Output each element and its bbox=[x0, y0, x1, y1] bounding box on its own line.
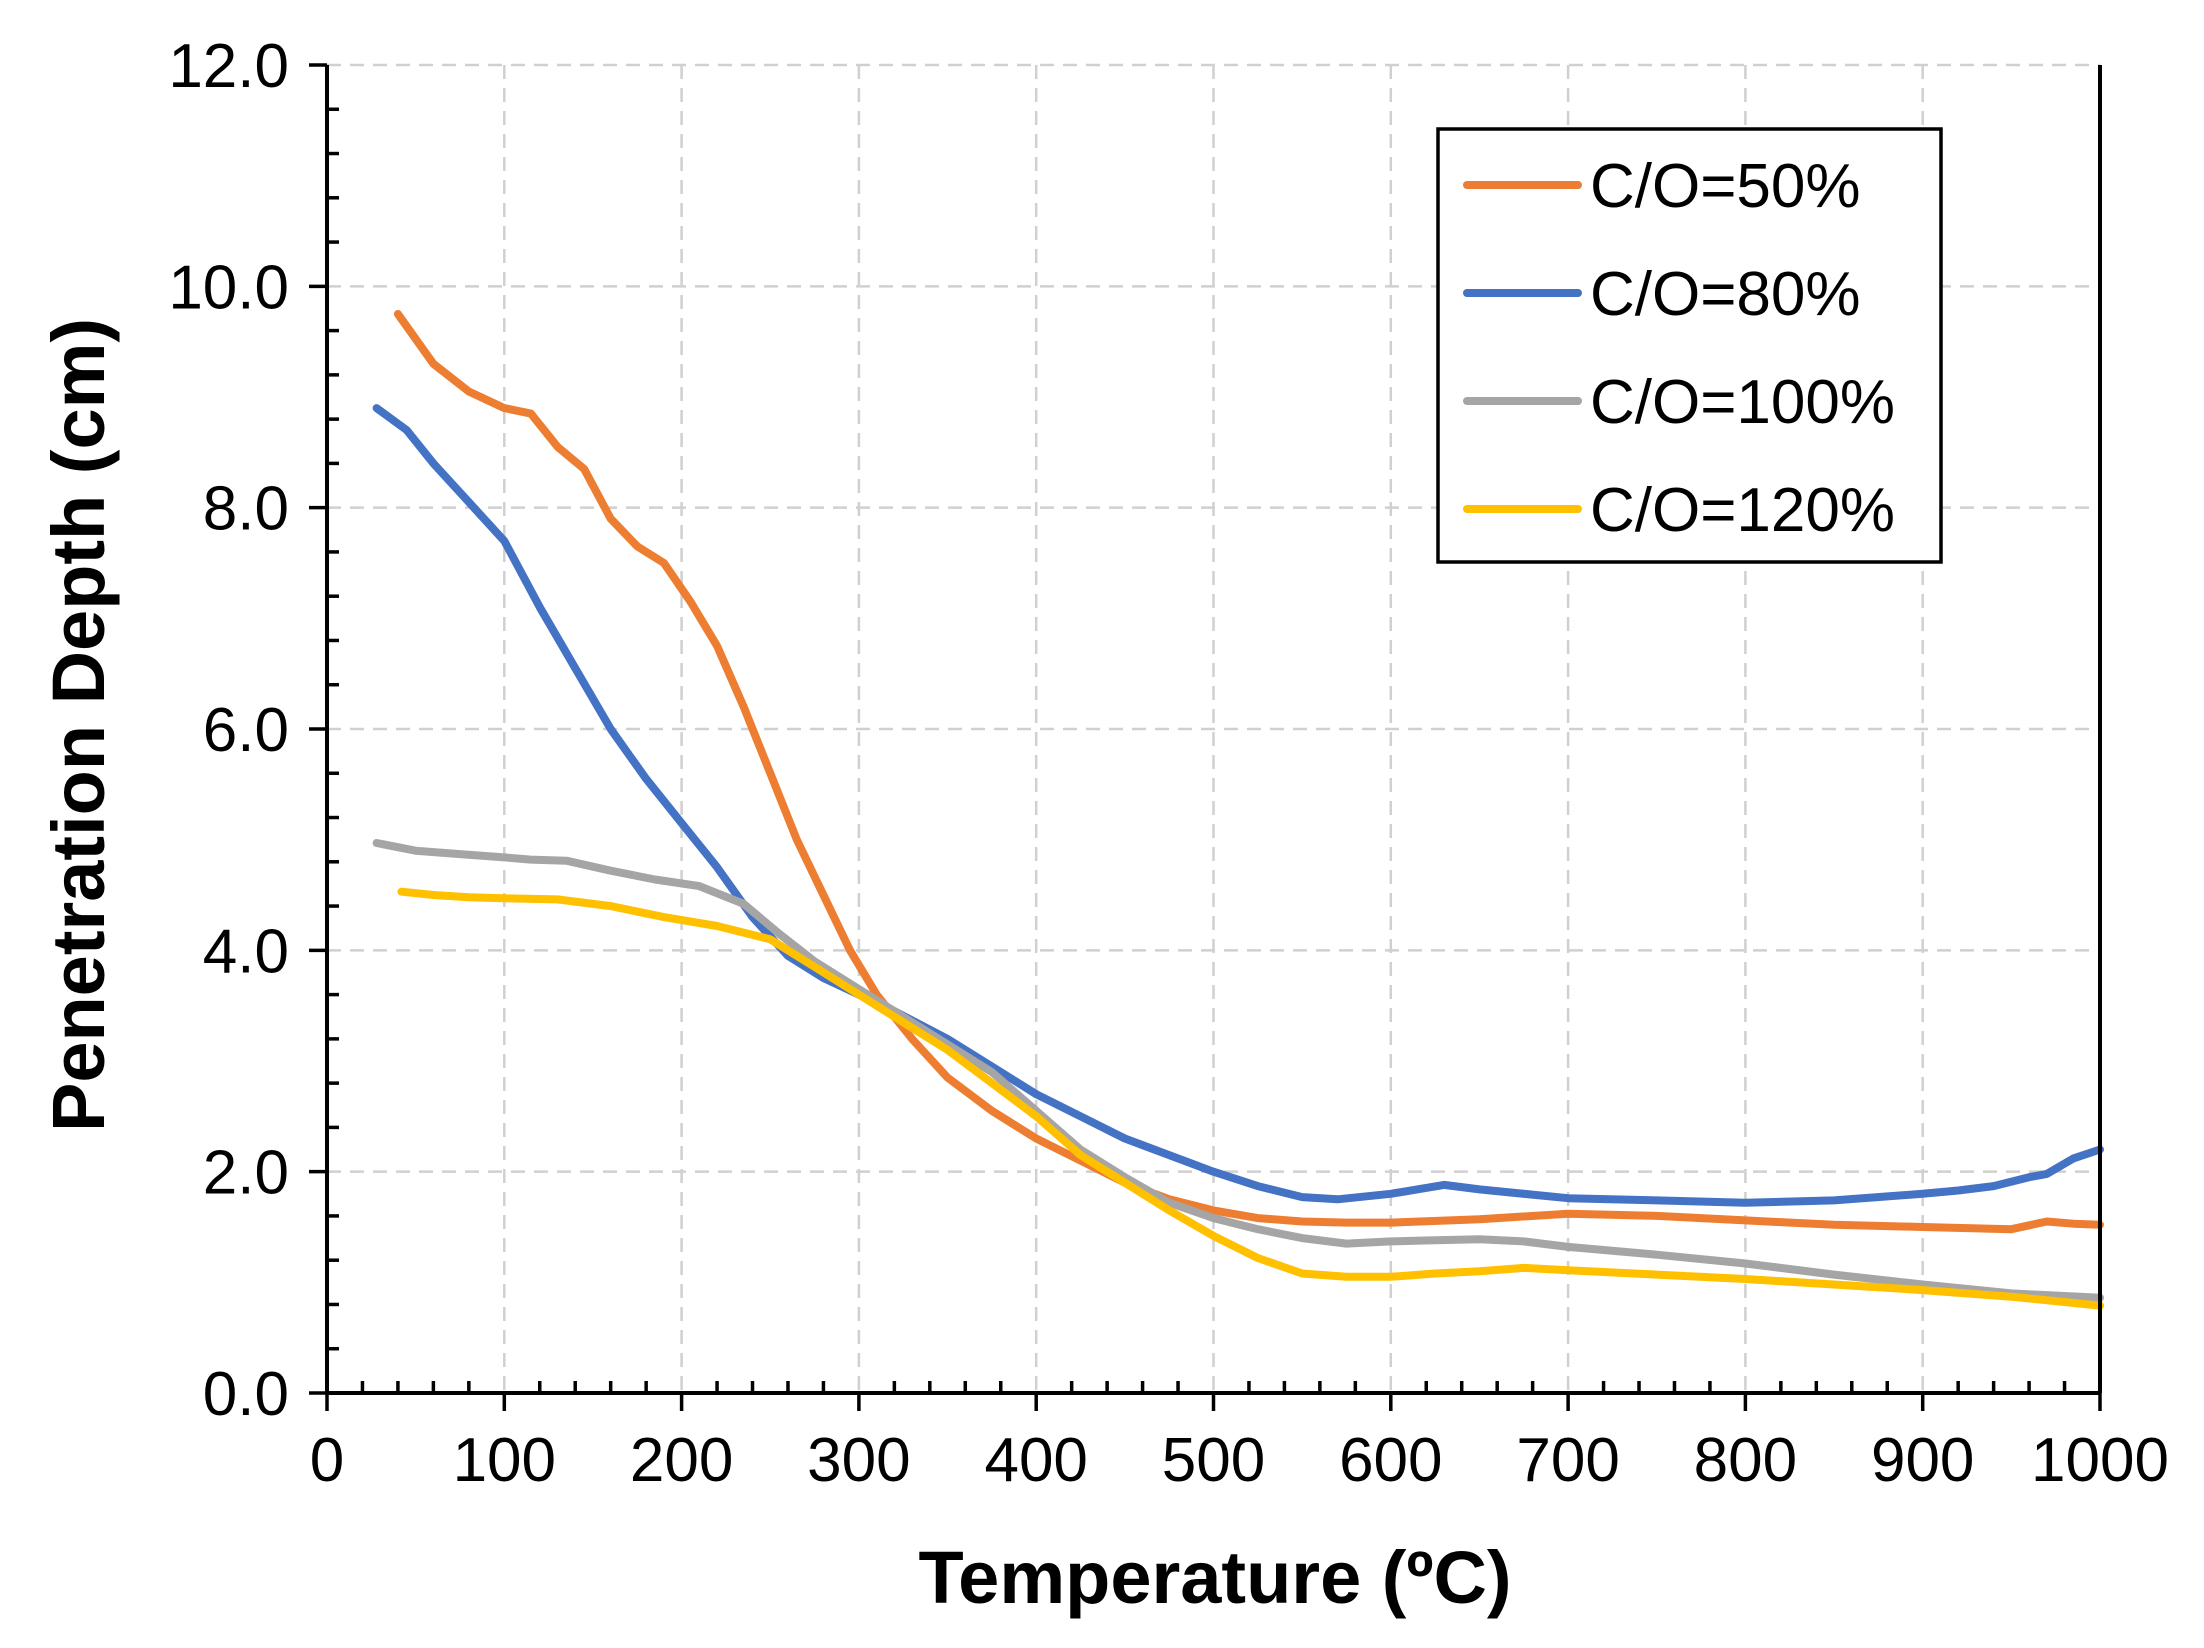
x-tick-label: 0 bbox=[310, 1426, 344, 1495]
legend-label: C/O=120% bbox=[1590, 476, 1895, 545]
series-lines bbox=[372, 310, 2104, 1310]
legend-box bbox=[1436, 127, 1943, 564]
legend-item: C/O=100% bbox=[1463, 368, 1895, 437]
series-line-3 bbox=[372, 839, 2104, 1302]
series-line-1 bbox=[393, 310, 2104, 1234]
y-tick-label: 10.0 bbox=[168, 253, 289, 322]
x-tick-label: 900 bbox=[1871, 1426, 1974, 1495]
y-tick-label: 8.0 bbox=[203, 475, 289, 544]
series-line-2 bbox=[372, 404, 2104, 1207]
legend-item: C/O=50% bbox=[1463, 152, 1861, 221]
x-tick-label: 400 bbox=[984, 1426, 1087, 1495]
x-tick-label: 1000 bbox=[2031, 1426, 2169, 1495]
y-tick-label: 0.0 bbox=[203, 1360, 289, 1429]
x-tick-label: 600 bbox=[1339, 1426, 1442, 1495]
y-tick-label: 6.0 bbox=[203, 696, 289, 765]
legend-label: C/O=100% bbox=[1590, 368, 1895, 437]
legend-item: C/O=120% bbox=[1463, 476, 1895, 545]
x-axis-title: Temperature (ºC) bbox=[918, 1536, 1511, 1619]
series-line-4 bbox=[397, 887, 2104, 1310]
x-tick-label: 200 bbox=[630, 1426, 733, 1495]
legend-label: C/O=80% bbox=[1590, 260, 1861, 329]
x-tick-label: 700 bbox=[1516, 1426, 1619, 1495]
tick-labels: 0 100 200 300 400 500 600 700 800 900 1000 0.0 2.0 4.… bbox=[168, 32, 2169, 1495]
legend: C/O=50% C/O=80% C/O=100% C/O=120% bbox=[1436, 127, 1943, 564]
legend-label: C/O=50% bbox=[1590, 152, 1861, 221]
legend-items: C/O=50% C/O=80% C/O=100% C/O=120% bbox=[1463, 152, 1895, 545]
y-tick-label: 4.0 bbox=[203, 917, 289, 986]
y-axis-title: Penetration Depth (cm) bbox=[37, 318, 120, 1132]
x-tick-label: 800 bbox=[1694, 1426, 1797, 1495]
y-tick-label: 2.0 bbox=[203, 1139, 289, 1208]
x-tick-label: 100 bbox=[453, 1426, 556, 1495]
y-tick-label: 12.0 bbox=[168, 32, 289, 101]
x-tick-label: 500 bbox=[1162, 1426, 1265, 1495]
x-tick-label: 300 bbox=[807, 1426, 910, 1495]
legend-item: C/O=80% bbox=[1463, 260, 1861, 329]
axes bbox=[309, 63, 2102, 1411]
